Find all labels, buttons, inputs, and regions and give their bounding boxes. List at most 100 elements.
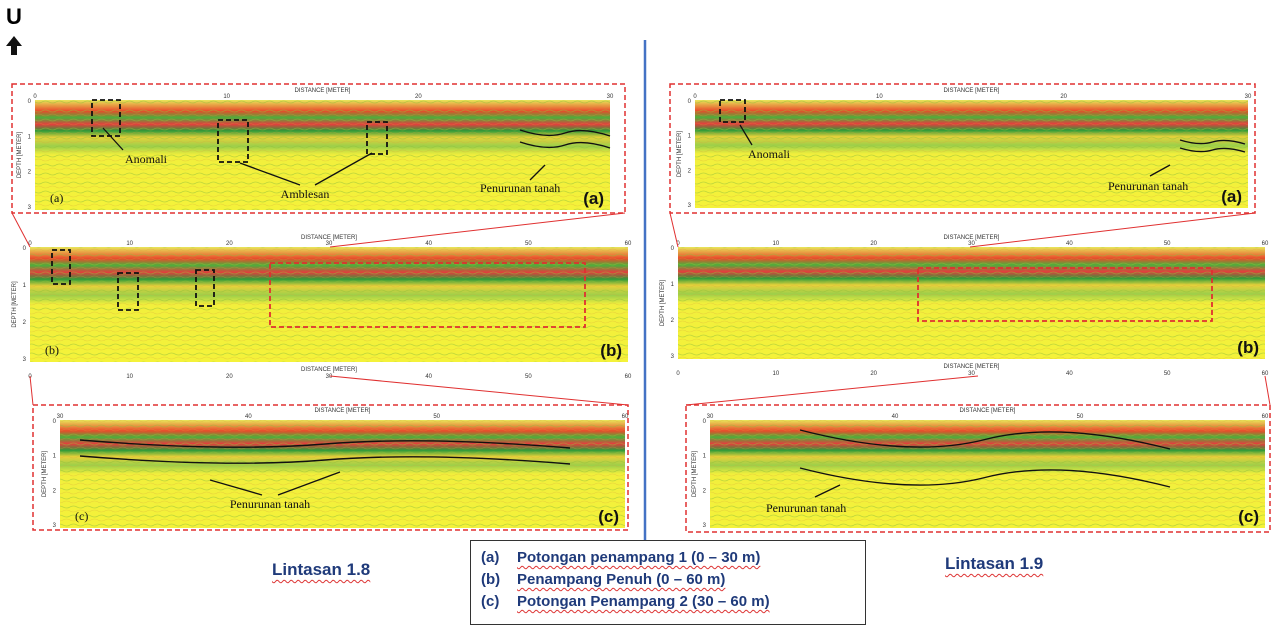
x-tick-label: 40 — [245, 414, 252, 420]
distance-title: DISTANCE [METER] — [301, 367, 357, 373]
figure: U DISTANCE [METER]DEPTH [METER]010203001… — [0, 0, 1275, 619]
x-tick-label: 10 — [772, 241, 779, 247]
north-label: U — [6, 4, 22, 29]
legend-row: (c)Potongan Penampang 2 (30 – 60 m) — [481, 591, 865, 613]
y-tick-label: 2 — [671, 318, 675, 324]
panel-label: (a) — [583, 189, 604, 208]
annotation: Anomali — [125, 152, 168, 166]
y-tick-label: 1 — [671, 282, 675, 288]
x-tick-label: 0 — [676, 371, 680, 377]
panel-label: (c) — [598, 507, 619, 526]
y-tick-label: 2 — [28, 170, 32, 176]
zoom-connector — [30, 376, 33, 405]
radargram-texture — [30, 247, 628, 362]
legend-key: (c) — [481, 591, 517, 613]
x-tick-label: 20 — [415, 94, 422, 100]
x-tick-label: 10 — [126, 241, 133, 247]
zoom-connector — [670, 213, 678, 247]
legend-key: (b) — [481, 569, 517, 591]
x-tick-label: 10 — [126, 374, 133, 380]
x-tick-label: 20 — [226, 241, 233, 247]
y-tick-label: 1 — [703, 454, 707, 460]
y-tick-label: 0 — [671, 246, 675, 252]
x-tick-label: 10 — [772, 371, 779, 377]
x-tick-label: 30 — [607, 94, 614, 100]
x-tick-label: 50 — [1164, 241, 1171, 247]
distance-title: DISTANCE [METER] — [944, 88, 1000, 94]
y-tick-label: 3 — [703, 523, 707, 529]
distance-title: DISTANCE [METER] — [295, 88, 351, 94]
x-tick-label: 20 — [1060, 94, 1067, 100]
y-tick-label: 3 — [53, 523, 57, 529]
page: U DISTANCE [METER]DEPTH [METER]010203001… — [0, 0, 1275, 619]
panel-label-small: (b) — [45, 343, 59, 357]
x-tick-label: 20 — [870, 371, 877, 377]
legend-text: Penampang Penuh (0 – 60 m) — [517, 571, 725, 588]
y-tick-label: 2 — [688, 168, 692, 174]
x-tick-label: 30 — [707, 414, 714, 420]
x-tick-label: 50 — [1164, 371, 1171, 377]
x-tick-label: 40 — [425, 374, 432, 380]
depth-title: DEPTH [METER] — [660, 280, 666, 327]
x-tick-label: 50 — [433, 414, 440, 420]
x-tick-label: 40 — [425, 241, 432, 247]
depth-title: DEPTH [METER] — [17, 132, 23, 179]
zoom-connector — [970, 213, 1255, 247]
depth-title: DEPTH [METER] — [677, 131, 683, 178]
depth-title: DEPTH [METER] — [692, 451, 698, 498]
y-tick-label: 1 — [688, 134, 692, 140]
y-tick-label: 0 — [688, 99, 692, 105]
annotation: Penurunan tanah — [1108, 179, 1188, 193]
legend-key: (a) — [481, 547, 517, 569]
x-tick-label: 10 — [876, 94, 883, 100]
zoom-connector — [330, 213, 625, 247]
y-tick-label: 2 — [23, 320, 27, 326]
legend-row: (a)Potongan penampang 1 (0 – 30 m) — [481, 547, 865, 569]
zoom-connector — [330, 376, 628, 405]
x-tick-label: 30 — [57, 414, 64, 420]
y-tick-label: 1 — [23, 283, 27, 289]
north-arrow — [6, 36, 22, 55]
y-tick-label: 1 — [53, 454, 57, 460]
x-tick-label: 30 — [326, 241, 333, 247]
x-tick-label: 30 — [326, 374, 333, 380]
zoom-connector — [1265, 376, 1270, 405]
y-tick-label: 0 — [23, 246, 27, 252]
x-tick-label: 0 — [693, 94, 697, 100]
annotation: Amblesan — [281, 187, 330, 201]
depth-title: DEPTH [METER] — [42, 451, 48, 498]
x-tick-label: 60 — [625, 241, 632, 247]
y-tick-label: 3 — [28, 205, 32, 211]
x-tick-label: 60 — [1262, 414, 1269, 420]
annotation: Penurunan tanah — [766, 501, 846, 515]
x-tick-label: 40 — [1066, 371, 1073, 377]
panels: DISTANCE [METER]DEPTH [METER]01020300123… — [12, 84, 1270, 532]
x-tick-label: 50 — [1077, 414, 1084, 420]
x-tick-label: 50 — [525, 374, 532, 380]
x-tick-label: 60 — [622, 414, 629, 420]
x-tick-label: 0 — [33, 94, 37, 100]
panel-label-small: (a) — [50, 191, 63, 205]
distance-title: DISTANCE [METER] — [315, 408, 371, 414]
distance-title: DISTANCE [METER] — [944, 364, 1000, 370]
zoom-connector — [12, 213, 30, 247]
x-tick-label: 60 — [625, 374, 632, 380]
y-tick-label: 2 — [53, 488, 57, 494]
depth-title: DEPTH [METER] — [12, 281, 18, 328]
annotation: Anomali — [748, 147, 791, 161]
panel-label: (c) — [1238, 507, 1259, 526]
radargram-texture — [60, 420, 625, 528]
annotation: Penurunan tanah — [480, 181, 560, 195]
x-tick-label: 30 — [1245, 94, 1252, 100]
x-tick-label: 20 — [226, 374, 233, 380]
x-tick-label: 60 — [1262, 241, 1269, 247]
x-tick-label: 40 — [892, 414, 899, 420]
caption: Lintasan 1.9 — [945, 554, 1043, 574]
legend: (a)Potongan penampang 1 (0 – 30 m)(b)Pen… — [470, 540, 866, 625]
zoom-connector — [686, 376, 978, 405]
legend-row: (b)Penampang Penuh (0 – 60 m) — [481, 569, 865, 591]
radargram-texture — [678, 247, 1265, 359]
x-tick-label: 10 — [223, 94, 230, 100]
y-tick-label: 3 — [688, 203, 692, 209]
panel-label: (b) — [600, 341, 622, 360]
